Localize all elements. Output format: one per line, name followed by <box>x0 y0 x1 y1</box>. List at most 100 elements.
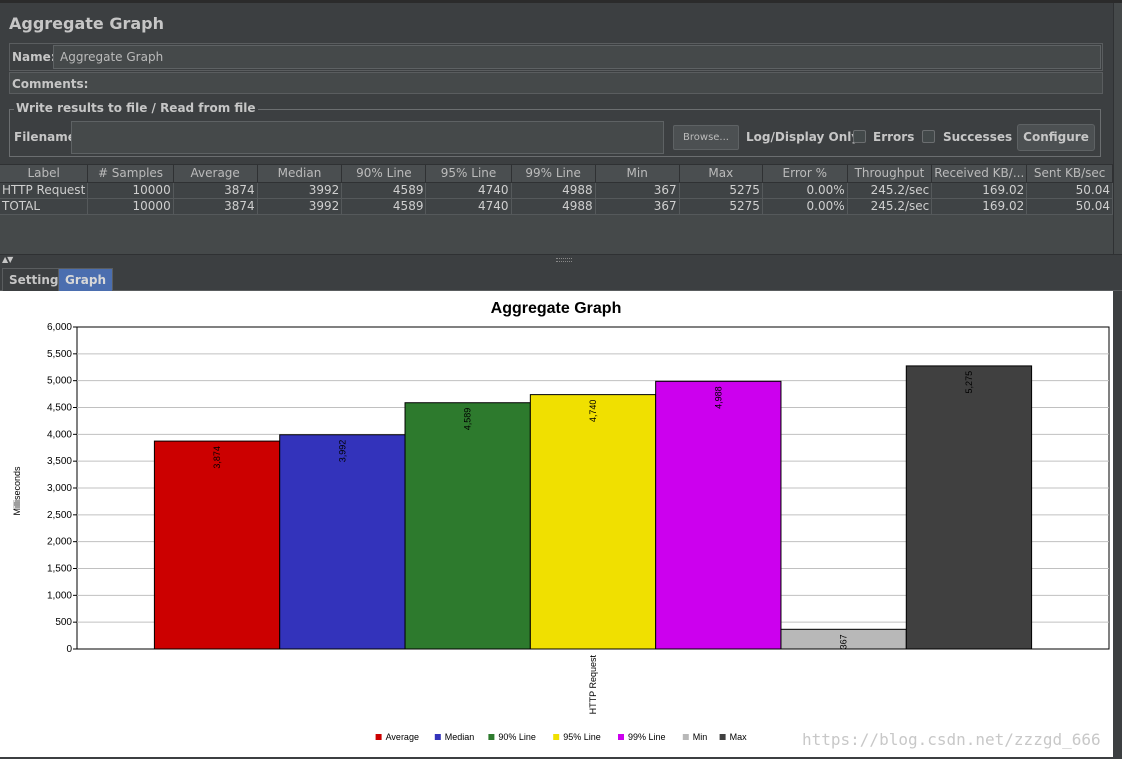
y-tick-label: 3,000 <box>47 483 72 494</box>
legend-label: 99% Line <box>628 732 666 742</box>
bar-value-label: 4,988 <box>713 386 723 409</box>
column-header[interactable]: Throughput <box>847 165 933 183</box>
configure-button[interactable]: Configure <box>1017 124 1095 151</box>
legend-label: Max <box>730 732 748 742</box>
bar-value-label: 5,275 <box>964 371 974 394</box>
bar-value-labels: 3,874 3,992 4,589 4,740 4,988 367 5,275 <box>212 371 974 649</box>
table-cell: 5275 <box>679 182 763 199</box>
chart-legend: Average Median 90% Line 95% Line 99% Line Min… <box>375 732 748 742</box>
y-tick-label: 4,500 <box>47 403 72 414</box>
graph-bottom-edge <box>0 757 1122 759</box>
legend-swatch <box>618 734 624 740</box>
comments-label: Comments: <box>12 77 89 91</box>
table-row[interactable]: HTTP Request 10000 3874 3992 4589 4740 4… <box>0 182 1113 199</box>
filename-label: Filename <box>14 130 76 144</box>
name-label: Name: <box>12 50 56 64</box>
bar-value-label: 3,874 <box>212 446 222 469</box>
y-tick-label: 1,500 <box>47 564 72 575</box>
name-row: Name: Aggregate Graph <box>9 43 1103 71</box>
errors-checkbox[interactable] <box>853 130 866 143</box>
y-tick-label: 2,500 <box>47 510 72 521</box>
table-cell: 3992 <box>257 198 343 215</box>
collapse-arrows-icon[interactable]: ▲▼ <box>2 255 13 264</box>
column-header[interactable]: 95% Line <box>425 165 512 183</box>
browse-button[interactable]: Browse... <box>673 125 739 150</box>
successes-label: Successes <box>943 130 1013 144</box>
table-cell: 169.02 <box>931 182 1028 199</box>
table-cell: 4988 <box>511 182 596 199</box>
table-cell: 4589 <box>341 182 427 199</box>
bar-value-label: 3,992 <box>337 440 347 463</box>
panel-title: Aggregate Graph <box>9 14 165 33</box>
legend-swatch <box>553 734 560 740</box>
table-cell: 0.00% <box>762 198 848 215</box>
legend-swatch <box>719 734 726 740</box>
bars <box>153 365 1033 650</box>
bar-max <box>905 365 1033 650</box>
column-header[interactable]: Label <box>0 165 89 183</box>
watermark-text: https://blog.csdn.net/zzzgd_666 <box>802 730 1101 749</box>
name-input[interactable]: Aggregate Graph <box>53 45 1101 69</box>
table-cell: 0.00% <box>762 182 848 199</box>
table-cell: 169.02 <box>931 198 1028 215</box>
split-pane-divider[interactable]: ▲▼ <box>0 254 1122 265</box>
bar-value-label: 4,740 <box>588 400 598 423</box>
legend-label: Median <box>445 732 475 742</box>
comments-row[interactable]: Comments: <box>9 72 1103 94</box>
legend-label: Min <box>693 732 708 742</box>
table-cell: 4988 <box>511 198 596 215</box>
table-cell: 367 <box>595 182 680 199</box>
column-header[interactable]: Error % <box>762 165 848 183</box>
table-cell: 3874 <box>173 198 258 215</box>
column-header[interactable]: Sent KB/sec <box>1026 165 1113 183</box>
grip-icon[interactable] <box>556 258 572 262</box>
column-header[interactable]: Average <box>173 165 258 183</box>
bar-average <box>153 440 281 650</box>
table-cell: 5275 <box>679 198 763 215</box>
graph-right-edge <box>1113 291 1122 759</box>
errors-label: Errors <box>873 130 915 144</box>
table-cell: 10000 <box>87 198 174 215</box>
y-tick-label: 4,000 <box>47 429 72 440</box>
bar-95-line <box>529 394 657 650</box>
table-header-row: Label # Samples Average Median 90% Line … <box>0 165 1113 183</box>
table-cell: 367 <box>595 198 680 215</box>
table-cell: 245.2/sec <box>847 182 933 199</box>
bar-value-label: 4,589 <box>463 408 473 431</box>
table-cell: 4740 <box>425 182 512 199</box>
table-cell: 3992 <box>257 182 343 199</box>
table-cell: 50.04 <box>1026 182 1113 199</box>
column-header[interactable]: 90% Line <box>341 165 427 183</box>
legend-swatch <box>434 734 441 740</box>
aggregate-chart: Aggregate Graph Milliseconds 0 500 1,000 1,… <box>12 300 1110 742</box>
right-scrollbar[interactable] <box>1113 3 1122 265</box>
successes-checkbox[interactable] <box>922 130 935 143</box>
tab-settings[interactable]: Settings <box>2 268 73 291</box>
bar-90-line <box>404 402 531 650</box>
column-header[interactable]: Received KB/... <box>931 165 1028 183</box>
chart-title: Aggregate Graph <box>491 300 622 317</box>
y-tick-label: 6,000 <box>47 322 72 333</box>
column-header[interactable]: Min <box>595 165 680 183</box>
column-header[interactable]: 99% Line <box>511 165 596 183</box>
legend-label: Average <box>386 732 419 742</box>
table-cell: 4589 <box>341 198 427 215</box>
file-fieldset-legend: Write results to file / Read from file <box>14 101 258 115</box>
table-row[interactable]: TOTAL 10000 3874 3992 4589 4740 4988 367… <box>0 198 1113 215</box>
legend-label: 95% Line <box>563 732 601 742</box>
x-tick-label: HTTP Request <box>588 655 598 715</box>
table-cell: 245.2/sec <box>847 198 933 215</box>
y-tick-label: 5,000 <box>47 376 72 387</box>
column-header[interactable]: # Samples <box>87 165 174 183</box>
bar-median <box>279 434 406 650</box>
y-axis-label: Milliseconds <box>12 466 22 516</box>
column-header[interactable]: Max <box>679 165 763 183</box>
filename-input[interactable] <box>71 121 664 154</box>
results-table: Label # Samples Average Median 90% Line … <box>0 165 1113 215</box>
legend-label: 90% Line <box>498 732 536 742</box>
y-tick-label: 1,000 <box>47 590 72 601</box>
file-fieldset <box>9 109 1101 157</box>
table-cell: 10000 <box>87 182 174 199</box>
column-header[interactable]: Median <box>257 165 343 183</box>
tab-graph[interactable]: Graph <box>58 268 113 291</box>
